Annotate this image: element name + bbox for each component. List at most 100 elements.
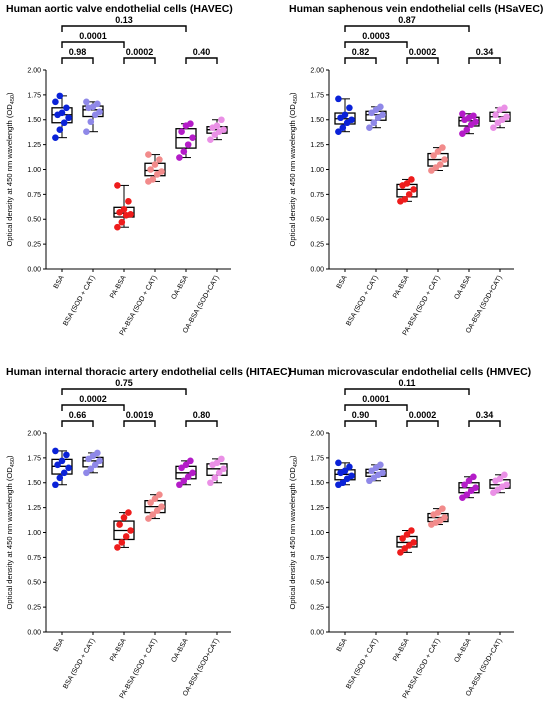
p-value-label: 0.66 xyxy=(69,410,87,420)
p-value-label: 0.11 xyxy=(398,378,415,388)
data-point xyxy=(63,451,70,459)
data-point xyxy=(91,461,99,469)
data-point xyxy=(213,459,221,467)
y-tick-label: 1.25 xyxy=(310,505,324,512)
p-value-label: 0.80 xyxy=(193,410,211,420)
data-point xyxy=(189,134,196,141)
data-point xyxy=(501,471,508,479)
data-point xyxy=(459,110,466,118)
data-point xyxy=(348,472,355,480)
y-axis-label: Optical density at 450 nm wavelength (OD… xyxy=(288,455,299,609)
p-value-label: 0.0002 xyxy=(409,47,437,57)
y-tick-label: 2.00 xyxy=(310,67,324,74)
x-category-label: BSA xyxy=(53,637,66,653)
data-point xyxy=(120,514,128,521)
data-point xyxy=(180,148,188,155)
comparison-bracket xyxy=(344,25,470,32)
data-point xyxy=(122,533,130,540)
data-point xyxy=(339,124,347,132)
data-point xyxy=(503,481,510,489)
data-point xyxy=(366,124,373,132)
y-tick-label: 1.75 xyxy=(27,92,41,99)
data-point xyxy=(399,535,406,542)
data-point xyxy=(459,130,466,137)
data-point xyxy=(180,477,188,485)
comparison-bracket xyxy=(344,388,470,395)
data-point xyxy=(492,111,499,119)
data-point xyxy=(496,475,504,483)
data-point xyxy=(401,196,409,203)
x-category-label: OA-BSA (SOD+CAT) xyxy=(465,275,504,335)
p-value-label: 0.0002 xyxy=(409,410,437,420)
p-value-label: 0.98 xyxy=(69,47,87,57)
data-point xyxy=(439,144,446,151)
chart-title: Human microvascular endothelial cells (H… xyxy=(289,366,531,378)
data-point xyxy=(341,467,349,475)
y-axis-label: Optical density at 450 nm wavelength (OD… xyxy=(5,92,16,246)
data-point xyxy=(434,148,442,155)
data-point xyxy=(52,98,59,106)
data-point xyxy=(490,124,497,132)
data-point xyxy=(211,474,219,482)
data-point xyxy=(430,152,437,159)
data-point xyxy=(65,114,72,122)
chart-panel-2: Human saphenous vein endothelial cells (… xyxy=(288,3,543,337)
y-tick-label: 1.25 xyxy=(27,142,41,149)
data-point xyxy=(503,113,510,121)
data-point xyxy=(149,511,157,518)
x-category-label: PA-BSA (SOD + CAT) xyxy=(402,638,442,700)
y-tick-label: 0.75 xyxy=(310,192,324,199)
comparison-bracket xyxy=(185,420,218,427)
y-tick-label: 0.50 xyxy=(27,580,41,587)
p-value-label: 0.0001 xyxy=(362,394,390,404)
data-point xyxy=(189,469,196,477)
data-point xyxy=(470,473,477,481)
data-point xyxy=(176,154,183,161)
p-value-label: 0.0002 xyxy=(79,394,107,404)
data-point xyxy=(176,481,183,489)
data-point xyxy=(187,120,194,128)
data-point xyxy=(461,481,468,489)
x-category-label: OA-BSA (SOD+CAT) xyxy=(182,638,221,698)
y-tick-label: 1.00 xyxy=(27,167,41,174)
y-tick-label: 2.00 xyxy=(310,430,324,437)
y-tick-label: 0.25 xyxy=(27,242,41,249)
p-value-label: 0.0002 xyxy=(126,47,154,57)
comparison-bracket xyxy=(406,57,439,64)
y-tick-label: 1.00 xyxy=(310,167,324,174)
p-value-label: 0.87 xyxy=(398,15,416,25)
data-point xyxy=(125,198,132,205)
comparison-bracket xyxy=(185,57,218,64)
p-value-label: 0.13 xyxy=(115,15,133,25)
chart-title: Human saphenous vein endothelial cells (… xyxy=(289,3,543,15)
data-point xyxy=(439,505,446,512)
x-category-label: BSA xyxy=(336,274,349,290)
data-point xyxy=(397,549,404,556)
data-point xyxy=(207,479,214,487)
y-tick-label: 0.75 xyxy=(27,192,41,199)
data-point xyxy=(83,469,90,477)
data-point xyxy=(56,474,64,482)
data-point xyxy=(379,469,386,477)
data-point xyxy=(58,109,66,117)
data-point xyxy=(127,210,134,218)
data-point xyxy=(56,92,64,100)
p-value-label: 0.34 xyxy=(476,47,494,57)
x-category-label: BSA (SOD + CAT) xyxy=(62,275,96,328)
data-point xyxy=(215,469,223,477)
data-point xyxy=(501,104,508,112)
data-point xyxy=(218,116,225,124)
data-point xyxy=(83,98,90,106)
y-tick-label: 1.00 xyxy=(27,530,41,537)
comparison-bracket xyxy=(61,57,94,64)
data-point xyxy=(184,473,192,481)
p-value-label: 0.40 xyxy=(193,47,211,57)
data-point xyxy=(147,499,154,506)
data-point xyxy=(114,182,121,189)
data-point xyxy=(54,461,61,469)
comparison-bracket xyxy=(123,420,156,427)
data-point xyxy=(120,206,128,213)
data-point xyxy=(151,495,159,502)
y-tick-label: 0.50 xyxy=(310,217,324,224)
